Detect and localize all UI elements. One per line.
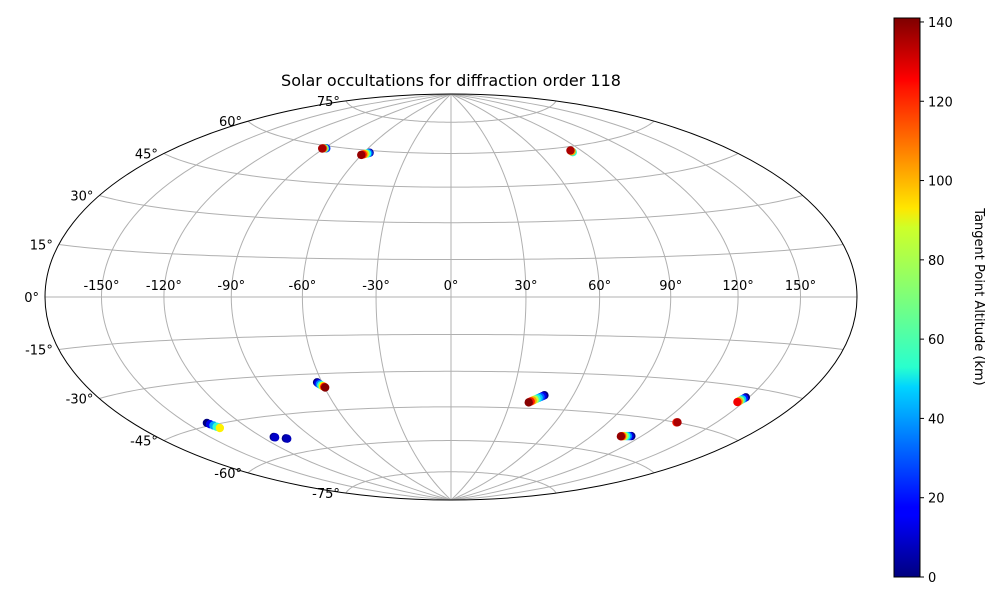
colorbar-tick-label: 60 — [928, 333, 945, 348]
colorbar-tick-label: 20 — [928, 492, 945, 507]
parallel-line — [247, 120, 655, 154]
parallel-line — [99, 370, 803, 399]
parallel-line — [58, 243, 844, 261]
occultation-point — [215, 423, 225, 433]
latitude-tick-label: 0° — [24, 291, 39, 306]
longitude-tick-label: 0° — [444, 279, 459, 294]
chart-title: Solar occultations for diffraction order… — [281, 71, 621, 90]
parallel-line — [99, 195, 803, 224]
longitude-tick-label: 90° — [659, 279, 682, 294]
longitude-tick-label: 60° — [588, 279, 611, 294]
colorbar: 0 20 40 60 80 100 120 140 Tangent Point Altitud… — [893, 16, 986, 586]
colorbar-tick-label: 0 — [928, 571, 936, 586]
occultation-point — [524, 398, 533, 407]
latitude-tick-label: 45° — [135, 147, 158, 162]
parallel-line — [345, 100, 557, 123]
longitude-tick-label: -30° — [362, 279, 390, 294]
colorbar-tick-label: 140 — [928, 16, 953, 31]
occultation-point — [320, 383, 330, 392]
occultation-point — [616, 432, 626, 441]
longitude-tick-label: 150° — [785, 279, 816, 294]
colorbar-tick-label: 120 — [928, 95, 953, 110]
latitude-tick-label: 60° — [219, 115, 242, 130]
occultation-point — [283, 434, 292, 443]
occultation-point — [357, 150, 366, 160]
longitude-tick-label: -60° — [289, 279, 317, 294]
colorbar-gradient — [893, 17, 921, 578]
colorbar-ticks: 0 20 40 60 80 100 120 140 — [920, 16, 953, 586]
parallel-line — [163, 406, 739, 441]
latitude-tick-label: -30° — [66, 393, 94, 408]
occultation-point — [566, 146, 575, 155]
longitude-tick-label: -150° — [83, 279, 119, 294]
latitude-tick-label: 30° — [70, 190, 93, 205]
longitude-tick-labels: -150° -120° -90° -60° -30° 0° 30° 60° 90° 120° 150… — [83, 279, 816, 294]
latitude-tick-label: 75° — [317, 95, 340, 110]
latitude-tick-label: 15° — [30, 238, 53, 253]
latitude-tick-label: -75° — [312, 487, 340, 502]
graticule — [45, 94, 857, 500]
latitude-tick-labels: -75° -60° -45° -30° -15° 0° 15° 30° 45° 60° 75° — [24, 95, 340, 502]
occultation-point — [270, 433, 280, 442]
latitude-tick-label: -60° — [214, 467, 242, 482]
parallel-line — [247, 440, 655, 474]
occultation-point — [733, 397, 742, 407]
latitude-tick-label: -45° — [130, 435, 158, 450]
occultation-point — [317, 144, 327, 153]
longitude-tick-label: 30° — [514, 279, 537, 294]
latitude-tick-label: -15° — [25, 344, 53, 359]
colorbar-tick-label: 40 — [928, 412, 945, 427]
map-outline — [44, 93, 858, 501]
longitude-tick-label: 120° — [722, 279, 753, 294]
parallel-line — [163, 153, 739, 188]
occultation-point — [673, 418, 682, 427]
colorbar-tick-label: 100 — [928, 175, 953, 190]
colorbar-tick-label: 80 — [928, 254, 945, 269]
colorbar-label: Tangent Point Altitude (km) — [971, 207, 986, 385]
longitude-tick-label: -120° — [146, 279, 182, 294]
parallel-line — [345, 471, 557, 494]
occultation-points — [202, 143, 751, 443]
longitude-tick-label: -90° — [217, 279, 245, 294]
parallel-line — [58, 333, 844, 351]
